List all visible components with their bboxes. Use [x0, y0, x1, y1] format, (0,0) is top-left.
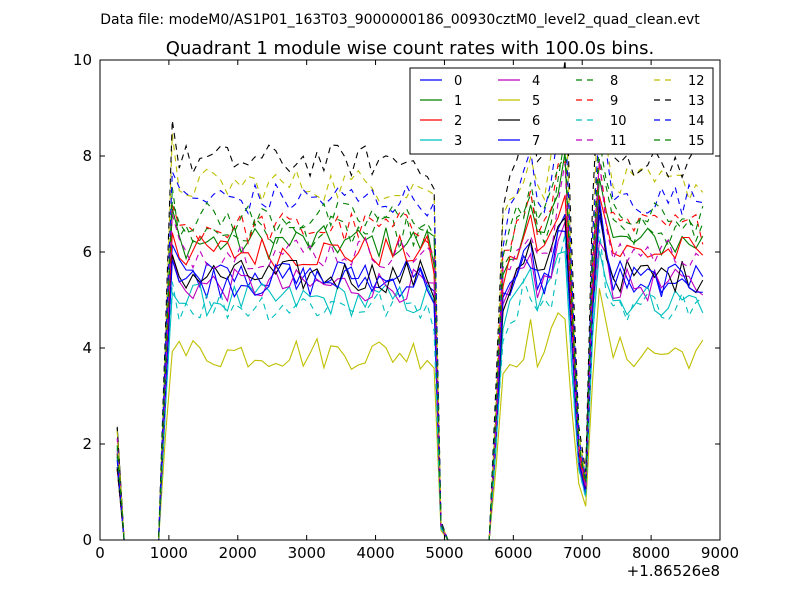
y-tick-label: 2 — [82, 435, 92, 453]
series-line-5 — [116, 288, 704, 541]
legend-label-13: 13 — [688, 94, 705, 109]
series-line-9 — [116, 161, 704, 541]
y-tick-label: 8 — [82, 147, 92, 165]
data-file-label: Data file: modeM0/AS1P01_163T03_90000001… — [100, 12, 700, 28]
x-offset-label: +1.86526e8 — [627, 562, 720, 580]
series-line-8 — [116, 136, 704, 541]
legend-box — [409, 67, 714, 155]
series-line-7 — [116, 199, 703, 541]
x-tick-label: 4000 — [356, 544, 394, 562]
legend-label-12: 12 — [688, 74, 705, 89]
series-line-1 — [116, 152, 704, 541]
axis-ticks: 0 1000 2000 3000 4000 5000 6000 7000 8000 9000 0 2 4… — [73, 51, 739, 562]
x-tick-label: 1000 — [150, 544, 188, 562]
legend-label-6: 6 — [532, 114, 540, 129]
legend-label-4: 4 — [532, 74, 540, 89]
x-tick-label: 6000 — [494, 544, 532, 562]
x-tick-label: 9000 — [701, 544, 739, 562]
y-tick-label: 4 — [82, 339, 92, 357]
legend-label-3: 3 — [454, 134, 462, 149]
legend-label-11: 11 — [610, 134, 627, 149]
series-line-10 — [116, 229, 704, 541]
x-tick-label: 8000 — [632, 544, 670, 562]
legend-label-14: 14 — [688, 114, 705, 129]
series-line-3 — [116, 250, 704, 541]
legend-label-5: 5 — [532, 94, 540, 109]
legend-label-9: 9 — [610, 94, 618, 109]
legend-label-10: 10 — [610, 114, 627, 129]
series-line-0 — [116, 213, 704, 541]
series-line-15 — [116, 140, 704, 541]
y-tick-label: 0 — [82, 531, 92, 549]
legend-label-7: 7 — [532, 134, 540, 149]
legend-label-2: 2 — [454, 114, 462, 129]
x-tick-label: 0 — [95, 544, 105, 562]
series-line-11 — [116, 159, 704, 541]
y-tick-label: 10 — [73, 51, 92, 69]
x-tick-label: 5000 — [425, 544, 463, 562]
series-line-2 — [116, 195, 704, 541]
legend-label-0: 0 — [454, 74, 462, 89]
y-tick-label: 6 — [82, 243, 92, 261]
legend-label-1: 1 — [454, 94, 462, 109]
chart-title: Quadrant 1 module wise count rates with … — [166, 38, 655, 59]
legend-label-8: 8 — [610, 74, 618, 89]
x-tick-label: 7000 — [563, 544, 601, 562]
plot-frame — [99, 59, 721, 541]
series-line-14 — [116, 110, 703, 541]
x-tick-label: 3000 — [288, 544, 326, 562]
x-tick-label: 2000 — [219, 544, 257, 562]
legend-label-15: 15 — [688, 134, 705, 149]
